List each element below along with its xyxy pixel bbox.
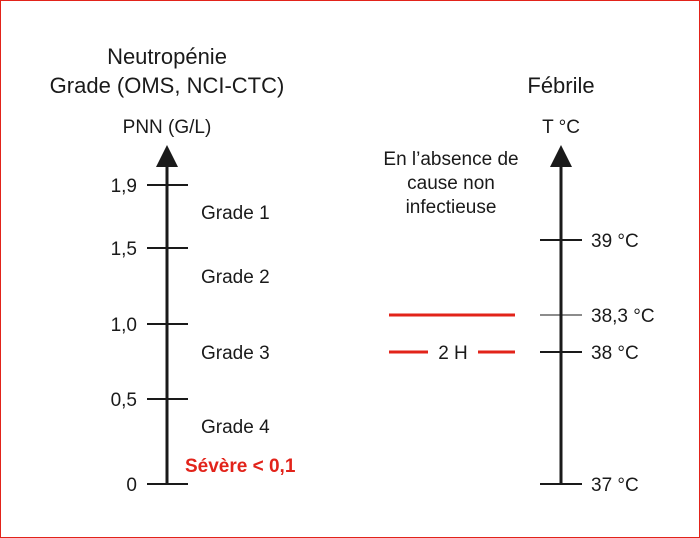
fever-panel: Fébrile T °C En l’absence de cause non i… xyxy=(383,73,654,496)
pnn-tick-label-1-0: 1,0 xyxy=(111,315,137,336)
temperature-tick-label-37: 37 °C xyxy=(591,475,639,496)
temperature-unit-label: T °C xyxy=(542,117,580,138)
temperature-axis-arrowhead-icon xyxy=(550,145,572,167)
temperature-tick-label-39: 39 °C xyxy=(591,231,639,252)
temperature-tick-label-38: 38 °C xyxy=(591,343,639,364)
severe-threshold-label: Sévère < 0,1 xyxy=(185,456,296,477)
fever-title: Fébrile xyxy=(527,73,594,98)
neutropenia-title: Neutropénie xyxy=(107,44,227,69)
fever-note-line-3: infectieuse xyxy=(406,197,497,218)
temperature-tick-label-38-3: 38,3 °C xyxy=(591,306,655,327)
pnn-tick-label-1-9: 1,9 xyxy=(111,176,137,197)
fever-note-line-1: En l’absence de xyxy=(383,149,518,170)
grade-3-label: Grade 3 xyxy=(201,343,270,364)
pnn-axis-arrowhead-icon xyxy=(156,145,178,167)
grade-2-label: Grade 2 xyxy=(201,267,270,288)
pnn-tick-label-0-5: 0,5 xyxy=(111,390,137,411)
neutropenia-subtitle: Grade (OMS, NCI-CTC) xyxy=(50,73,285,98)
neutropenia-panel: Neutropénie Grade (OMS, NCI-CTC) PNN (G/… xyxy=(50,44,296,496)
sustained-duration-label: 2 H xyxy=(438,343,468,364)
pnn-unit-label: PNN (G/L) xyxy=(123,117,212,138)
pnn-tick-label-0: 0 xyxy=(126,475,137,496)
fever-note-line-2: cause non xyxy=(407,173,495,194)
grade-4-label: Grade 4 xyxy=(201,417,270,438)
pnn-tick-label-1-5: 1,5 xyxy=(111,239,137,260)
grade-1-label: Grade 1 xyxy=(201,203,270,224)
